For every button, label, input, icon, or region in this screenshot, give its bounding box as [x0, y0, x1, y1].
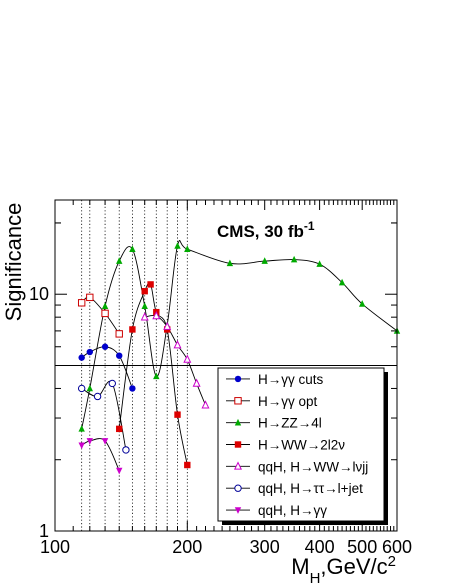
x-tick-label: 500 — [347, 537, 377, 557]
data-point — [122, 446, 130, 454]
data-point — [115, 330, 123, 338]
x-axis-label: MH,GeV/c2 — [291, 553, 396, 584]
data-point — [173, 340, 182, 349]
data-point — [78, 354, 85, 361]
data-point — [101, 438, 109, 445]
data-point — [78, 442, 85, 450]
legend-label: H→WW→2l2ν — [258, 438, 345, 453]
series-curve — [81, 296, 120, 335]
data-point — [174, 411, 181, 418]
data-point — [116, 257, 123, 264]
data-point — [86, 384, 94, 392]
data-point — [101, 302, 109, 310]
data-point — [358, 300, 366, 307]
data-point — [86, 438, 94, 445]
data-point — [338, 278, 346, 286]
legend-marker — [234, 507, 242, 514]
data-point — [101, 343, 109, 350]
data-point — [116, 352, 123, 359]
legend-label: qqH, H→ττ→l+jet — [258, 481, 363, 496]
data-point — [226, 259, 234, 267]
data-point — [77, 384, 86, 393]
data-point — [163, 321, 172, 330]
data-point — [129, 245, 136, 252]
legend-label: H→γγ cuts — [258, 372, 324, 387]
data-point — [78, 425, 85, 432]
x-tick-label: 100 — [40, 537, 70, 557]
y-tick-label: 1 — [39, 521, 49, 541]
data-point — [108, 379, 116, 388]
legend-marker — [234, 397, 242, 405]
legend-marker — [234, 461, 242, 470]
legend-label: qqH, H→WW→lνjj — [258, 459, 368, 474]
data-point — [201, 400, 210, 409]
legend-marker — [234, 375, 242, 383]
legend: H→γγ cuts H→γγ opt H→ZZ→4l H→WW→2l2ν qqH, H→… — [217, 367, 388, 525]
legend-marker — [234, 441, 242, 448]
data-point — [101, 309, 109, 318]
data-point — [93, 392, 102, 401]
cms-luminosity-annotation: CMS, 30 fb-1 — [217, 219, 315, 241]
legend-label: H→ZZ→4l — [258, 416, 322, 431]
data-point — [86, 293, 94, 302]
data-point — [152, 310, 161, 320]
x-tick-label: 400 — [305, 537, 335, 557]
data-point — [184, 461, 191, 469]
series-markers — [77, 242, 401, 475]
x-tick-label: 600 — [382, 537, 412, 557]
axis-ticks — [54, 200, 398, 532]
data-point — [184, 245, 191, 252]
data-point — [153, 372, 160, 380]
data-point — [141, 302, 148, 310]
series-curve — [81, 438, 120, 471]
data-point — [261, 257, 268, 264]
data-point — [140, 312, 149, 321]
data-point — [174, 242, 181, 249]
legend-marker — [234, 484, 242, 492]
data-point — [147, 281, 154, 288]
vertical-dotted-gridlines — [81, 200, 188, 531]
y-axis-label: Significance — [1, 203, 26, 322]
data-point — [316, 260, 323, 267]
axis-tick-labels: 100 200 300 400 500 600 1 10 — [29, 284, 412, 557]
data-point — [183, 354, 192, 363]
legend-label: H→γγ opt — [258, 394, 318, 409]
x-tick-label: 200 — [172, 537, 202, 557]
data-point — [129, 385, 136, 392]
data-point — [290, 255, 298, 263]
data-point — [86, 348, 94, 356]
data-point — [116, 467, 123, 475]
x-tick-label: 300 — [250, 537, 280, 557]
data-point — [77, 299, 86, 307]
data-point — [116, 425, 123, 433]
data-point — [192, 378, 201, 387]
y-tick-label: 10 — [29, 284, 49, 304]
data-point — [141, 287, 148, 295]
series-curve — [81, 380, 127, 451]
data-point — [129, 326, 136, 333]
legend-label: qqH, H→γγ — [258, 503, 327, 518]
legend-marker — [234, 418, 242, 426]
